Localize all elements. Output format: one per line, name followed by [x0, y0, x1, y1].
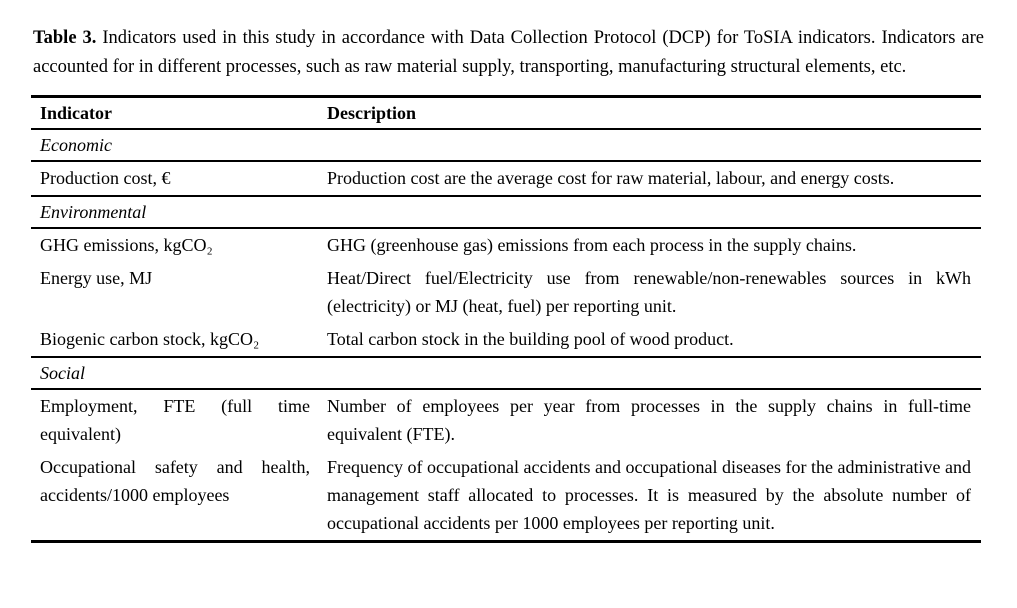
table-row: Occupational safety and health, accident…: [31, 451, 981, 542]
indicator-cell: Occupational safety and health, accident…: [40, 457, 310, 505]
indicators-table: Indicator Description Economic Productio…: [31, 95, 981, 543]
section-row: Environmental: [31, 195, 981, 229]
indicator-cell: Production cost, €: [40, 168, 171, 188]
indicator-cell: Biogenic carbon stock, kgCO₂: [40, 329, 260, 349]
table-row: Employment, FTE (full time equivalent) N…: [31, 389, 981, 451]
caption-label: Table 3.: [33, 28, 97, 48]
indicator-cell: GHG emissions, kgCO₂: [40, 235, 213, 255]
description-cell: Production cost are the average cost for…: [327, 168, 895, 188]
description-cell: Number of employees per year from proces…: [327, 396, 971, 444]
section-row: Social: [31, 356, 981, 390]
indicator-cell: Employment, FTE (full time equivalent): [40, 396, 310, 444]
description-cell: Frequency of occupational accidents and …: [327, 457, 971, 533]
table-row: GHG emissions, kgCO₂ GHG (greenhouse gas…: [31, 228, 981, 262]
caption-text: Indicators used in this study in accorda…: [33, 28, 985, 77]
column-header-description: Description: [327, 96, 981, 130]
section-row: Economic: [31, 128, 981, 162]
column-header-indicator: Indicator: [31, 96, 327, 130]
description-cell: Heat/Direct fuel/Electricity use from re…: [327, 268, 971, 316]
section-label-social: Social: [31, 356, 981, 390]
indicator-cell: Energy use, MJ: [40, 268, 153, 288]
section-environmental: Environmental GHG emissions, kgCO₂ GHG (…: [31, 195, 981, 357]
section-economic: Economic Production cost, € Production c…: [31, 128, 981, 196]
table-row: Biogenic carbon stock, kgCO₂ Total carbo…: [31, 323, 981, 357]
section-social: Social Employment, FTE (full time equiva…: [31, 356, 981, 542]
description-cell: Total carbon stock in the building pool …: [327, 329, 734, 349]
header-row: Indicator Description: [31, 96, 981, 130]
table-row: Energy use, MJ Heat/Direct fuel/Electric…: [31, 262, 981, 323]
section-label-economic: Economic: [31, 128, 981, 162]
description-cell: GHG (greenhouse gas) emissions from each…: [327, 235, 857, 255]
table-row: Production cost, € Production cost are t…: [31, 161, 981, 196]
table-caption: Table 3. Indicators used in this study i…: [33, 24, 984, 82]
section-label-environmental: Environmental: [31, 195, 981, 229]
